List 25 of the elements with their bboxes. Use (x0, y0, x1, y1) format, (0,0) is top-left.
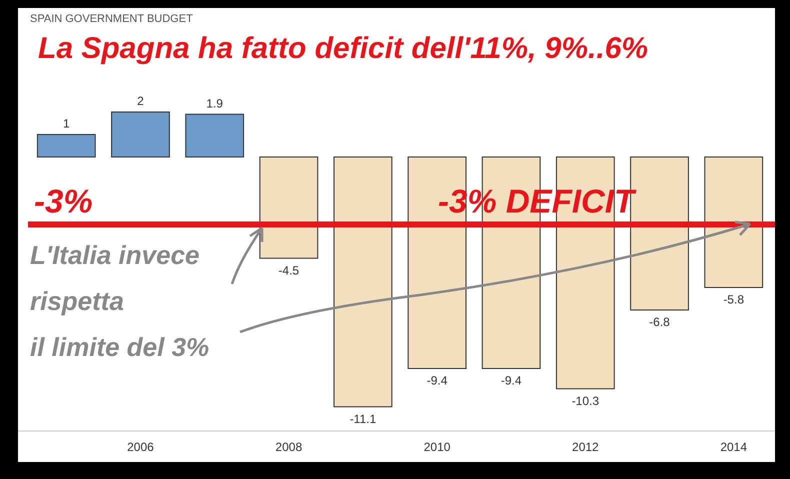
x-tick-label: 2014 (720, 440, 748, 454)
bar (704, 156, 764, 288)
data-label: -6.8 (649, 315, 670, 329)
data-label: -4.5 (278, 263, 300, 278)
annotation: L'Italia invece rispetta il limite del 3% (30, 240, 210, 362)
data-label: -5.8 (723, 292, 744, 306)
data-label: 1 (62, 116, 70, 130)
bar (259, 156, 318, 259)
data-label: -10.3 (572, 394, 600, 408)
x-tick-label: 2010 (424, 440, 451, 454)
bar (111, 112, 170, 158)
bar (334, 156, 392, 408)
data-label: -11.1 (350, 412, 376, 426)
bar (185, 114, 244, 158)
bar (36, 134, 96, 158)
data-label: -9.4 (500, 374, 522, 388)
x-tick-label: 2012 (572, 440, 600, 454)
data-label: 2 (137, 94, 144, 108)
annotation: -3% (34, 182, 93, 220)
x-tick-label: 2006 (127, 440, 154, 454)
chart-subtitle: La Spagna ha fatto deficit dell'11%, 9%..6% (38, 32, 648, 65)
data-label: 1.9 (206, 96, 224, 110)
data-label: -9.4 (426, 374, 448, 388)
chart-title: SPAIN GOVERNMENT BUDGET (30, 13, 194, 25)
x-tick-label: 2008 (275, 440, 302, 454)
